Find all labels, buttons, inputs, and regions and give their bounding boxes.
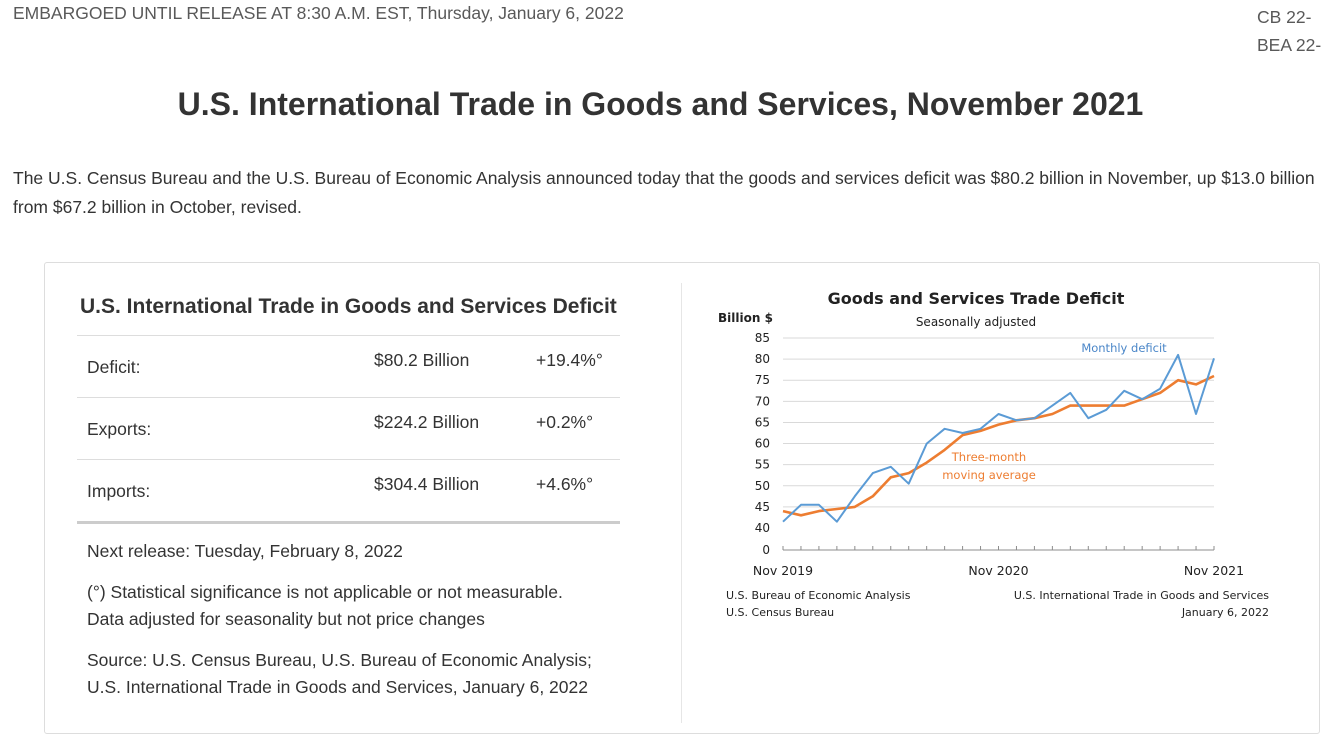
y-tick-label: 65 (755, 415, 770, 429)
trade-deficit-chart: Goods and Services Trade Deficit Seasona… (718, 289, 1269, 619)
row-value: $304.4 Billion (374, 474, 480, 494)
chart-subtitle: Seasonally adjusted (916, 315, 1036, 329)
chart-footer-left-1: U.S. Bureau of Economic Analysis (726, 589, 911, 602)
series-line-three-month-average (782, 374, 1215, 517)
source-note: Source: U.S. Census Bureau, U.S. Bureau … (87, 647, 647, 701)
table-row-exports: Exports: $224.2 Billion +0.2%° (77, 397, 620, 459)
row-change: +4.6%° (536, 474, 594, 494)
row-label: Exports: (87, 419, 152, 439)
row-value: $80.2 Billion (374, 350, 470, 370)
chart-footer-left-2: U.S. Census Bureau (726, 606, 834, 619)
source-line-2: U.S. International Trade in Goods and Se… (87, 677, 588, 697)
chart-x-labels: Nov 2019 Nov 2020 Nov 2021 (753, 563, 1244, 578)
row-label: Imports: (87, 481, 151, 501)
chart-title: Goods and Services Trade Deficit (828, 289, 1125, 308)
chart-ylabel: Billion $ (718, 311, 773, 325)
release-code-cb: CB 22- (1257, 7, 1312, 27)
y-tick-label: 75 (755, 373, 770, 387)
next-release: Next release: Tuesday, February 8, 2022 (87, 541, 403, 561)
y-tick-label: 45 (755, 500, 770, 514)
chart-x-axis (782, 546, 1215, 551)
chart-footer-right-1: U.S. International Trade in Goods and Se… (1014, 589, 1269, 602)
embargo-notice: EMBARGOED UNTIL RELEASE AT 8:30 A.M. EST… (13, 3, 624, 23)
summary-card (44, 262, 1320, 734)
significance-note: (°) Statistical significance is not appl… (87, 579, 647, 633)
y-tick-label: 85 (755, 331, 770, 345)
annotation-monthly: Monthly deficit (1081, 341, 1167, 355)
y-tick-label: 80 (755, 352, 770, 366)
notes: Next release: Tuesday, February 8, 2022 … (87, 538, 647, 715)
table-title: U.S. International Trade in Goods and Se… (80, 295, 617, 318)
table-row-imports: Imports: $304.4 Billion +4.6%° (77, 459, 620, 521)
y-tick-label: 70 (755, 394, 770, 408)
release-code-bea: BEA 22- (1257, 35, 1321, 55)
y-tick-label: 55 (755, 458, 770, 472)
table-row-deficit: Deficit: $80.2 Billion +19.4%° (77, 335, 620, 397)
y-tick-label: 50 (755, 479, 770, 493)
x-tick-label: Nov 2020 (968, 563, 1028, 578)
significance-line-2: Data adjusted for seasonality but not pr… (87, 609, 485, 629)
y-tick-label: 60 (755, 437, 770, 451)
row-change: +19.4%° (536, 350, 603, 370)
x-tick-label: Nov 2019 (753, 563, 813, 578)
lead-paragraph: The U.S. Census Bureau and the U.S. Bure… (13, 168, 1315, 217)
source-line-1: Source: U.S. Census Bureau, U.S. Bureau … (87, 650, 592, 670)
y-tick-label: 40 (755, 521, 770, 535)
table-bottom-rule (77, 521, 620, 524)
annotation-average-2: moving average (942, 468, 1036, 482)
chart-y-ticks: 40 45 50 55 60 65 70 75 80 85 0 (755, 331, 770, 557)
release-codes: CB 22- BEA 22- (1255, 3, 1321, 59)
chart-footer-right-2: January 6, 2022 (1181, 606, 1269, 619)
significance-line-1: (°) Statistical significance is not appl… (87, 582, 563, 602)
annotation-average-1: Three-month (951, 450, 1026, 464)
chart-series (782, 353, 1215, 523)
page-title: U.S. International Trade in Goods and Se… (177, 86, 1144, 122)
y-tick-label-zero: 0 (762, 543, 770, 557)
stats-table: Deficit: $80.2 Billion +19.4%° Exports: … (77, 335, 620, 524)
series-line-monthly-deficit (782, 353, 1215, 523)
row-change: +0.2%° (536, 412, 594, 432)
x-tick-label: Nov 2021 (1184, 563, 1244, 578)
card-divider (681, 283, 682, 723)
row-label: Deficit: (87, 357, 141, 377)
row-value: $224.2 Billion (374, 412, 480, 432)
